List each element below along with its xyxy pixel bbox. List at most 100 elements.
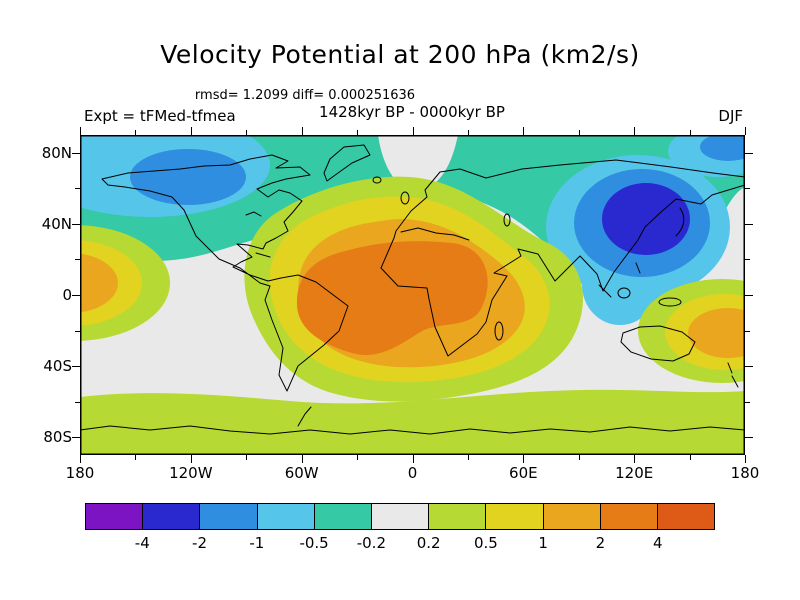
- colorbar: [85, 503, 715, 530]
- lat-axis-label: 80N: [41, 143, 72, 162]
- lat-tick-right: [745, 366, 753, 368]
- coastline-iceland: [372, 176, 382, 184]
- colorbar-tick-label: 0.5: [473, 534, 498, 552]
- lat-tick-left: [72, 295, 80, 296]
- contour-region-blue-bering: [700, 135, 745, 161]
- coastline-sumatra: [598, 284, 612, 298]
- lon-axis-label: 120E: [615, 464, 654, 482]
- lon-tick-bottom: [745, 455, 746, 463]
- lat-tick-left: [72, 366, 80, 368]
- period-line: 1428kyr BP - 0000kyr BP: [319, 103, 505, 121]
- coastline-antarctica: [80, 425, 745, 435]
- lon-tick-top: [80, 127, 81, 135]
- lon-tick-top: [689, 130, 691, 135]
- colorbar-segment-4: [314, 504, 372, 529]
- colorbar-tick-label: 1: [538, 534, 548, 552]
- lat-tick-right: [745, 152, 753, 154]
- contour-fills: [80, 135, 745, 455]
- colorbar-segment-3: [257, 504, 315, 529]
- stats-line: rmsd= 1.2099 diff= 0.000251636: [194, 88, 416, 103]
- contour-region-green-southern-ocean: [80, 389, 745, 455]
- coastline-greenland: [323, 144, 371, 182]
- lon-axis-label: 180: [730, 464, 760, 482]
- lon-tick-top: [135, 130, 137, 135]
- coastlines: [80, 144, 745, 435]
- map-canvas: [80, 135, 745, 455]
- lon-tick-top: [523, 127, 525, 135]
- colorbar-segment-0: [86, 504, 144, 529]
- lon-tick-top: [357, 130, 359, 135]
- lon-tick-top: [578, 130, 580, 135]
- coastline-japan: [675, 207, 685, 237]
- lon-axis-label: 120W: [169, 464, 213, 482]
- lon-axis-label: 60E: [509, 464, 538, 482]
- coastline-eurasia-africa: [380, 159, 745, 357]
- coastline-britain: [400, 191, 410, 205]
- lon-axis-label: 60W: [284, 464, 319, 482]
- colorbar-segment-10: [657, 504, 715, 529]
- lat-tick-left: [75, 401, 80, 403]
- lat-tick-right: [745, 401, 750, 403]
- lat-tick-right: [745, 223, 753, 225]
- colorbar-segment-6: [429, 504, 487, 529]
- lon-tick-bottom: [467, 455, 469, 460]
- lon-tick-bottom: [412, 455, 414, 463]
- contour-region-blue-canada: [130, 149, 246, 205]
- coastline-new-guinea: [658, 297, 682, 307]
- colorbar-tick-label: 2: [595, 534, 606, 552]
- lon-tick-bottom: [190, 455, 192, 463]
- coastline-borneo: [617, 287, 631, 299]
- lat-axis-label: 40S: [43, 357, 72, 376]
- lon-tick-top: [634, 127, 636, 135]
- colorbar-segment-9: [600, 504, 658, 529]
- colorbar-tick-label: -4: [134, 534, 150, 552]
- lon-tick-bottom: [578, 455, 580, 460]
- colorbar-segment-7: [486, 504, 544, 529]
- lon-tick-bottom: [689, 455, 691, 460]
- lon-tick-top: [246, 130, 248, 135]
- lat-tick-right: [745, 295, 753, 296]
- chart-title: Velocity Potential at 200 hPa (km2/s): [160, 40, 640, 69]
- coastline-new-zealand: [727, 362, 739, 388]
- lon-tick-bottom: [634, 455, 636, 463]
- colorbar-segment-5: [371, 504, 430, 529]
- lat-tick-left: [75, 188, 80, 190]
- lat-axis-label: 80S: [43, 428, 72, 447]
- contour-region-darkorange-core: [296, 241, 488, 355]
- contour-region-darkblue-eastasia: [602, 183, 690, 255]
- map-frame: [80, 135, 745, 455]
- colorbar-segment-2: [200, 504, 258, 529]
- contour-region-orange-dateline-west: [80, 253, 118, 313]
- coastline-great-lakes: [245, 211, 262, 217]
- lon-tick-bottom: [135, 455, 137, 460]
- colorbar-tick-label: -1: [249, 534, 265, 552]
- season-label: DJF: [718, 107, 743, 125]
- lat-tick-left: [72, 152, 80, 154]
- lat-tick-left: [75, 259, 80, 261]
- lat-tick-right: [745, 188, 750, 190]
- colorbar-tick-label: -0.5: [299, 534, 329, 552]
- lon-tick-bottom: [301, 455, 303, 463]
- colorbar-segment-8: [543, 504, 601, 529]
- colorbar-tick-label: -2: [192, 534, 208, 552]
- coastline-americas: [101, 154, 349, 392]
- lat-tick-left: [72, 437, 80, 439]
- lon-axis-label: 180: [65, 464, 95, 482]
- lon-tick-top: [301, 127, 303, 135]
- lon-tick-bottom: [246, 455, 248, 460]
- experiment-label: Expt = tFMed-tfmea: [84, 107, 236, 125]
- colorbar-tick-label: -0.2: [356, 534, 386, 552]
- colorbar-segment-1: [143, 504, 201, 529]
- contour-region-orange-dateline-east: [688, 308, 745, 358]
- lon-axis-label: 0: [407, 464, 418, 482]
- coastline-caspian: [503, 213, 511, 227]
- lat-axis-label: 0: [62, 286, 72, 304]
- lon-tick-top: [412, 127, 414, 135]
- coastline-antarctic-peninsula: [297, 406, 312, 427]
- lat-tick-left: [75, 330, 80, 332]
- map-plot: [80, 135, 745, 455]
- lon-tick-top: [190, 127, 192, 135]
- lat-tick-left: [72, 223, 80, 225]
- lon-tick-bottom: [523, 455, 525, 463]
